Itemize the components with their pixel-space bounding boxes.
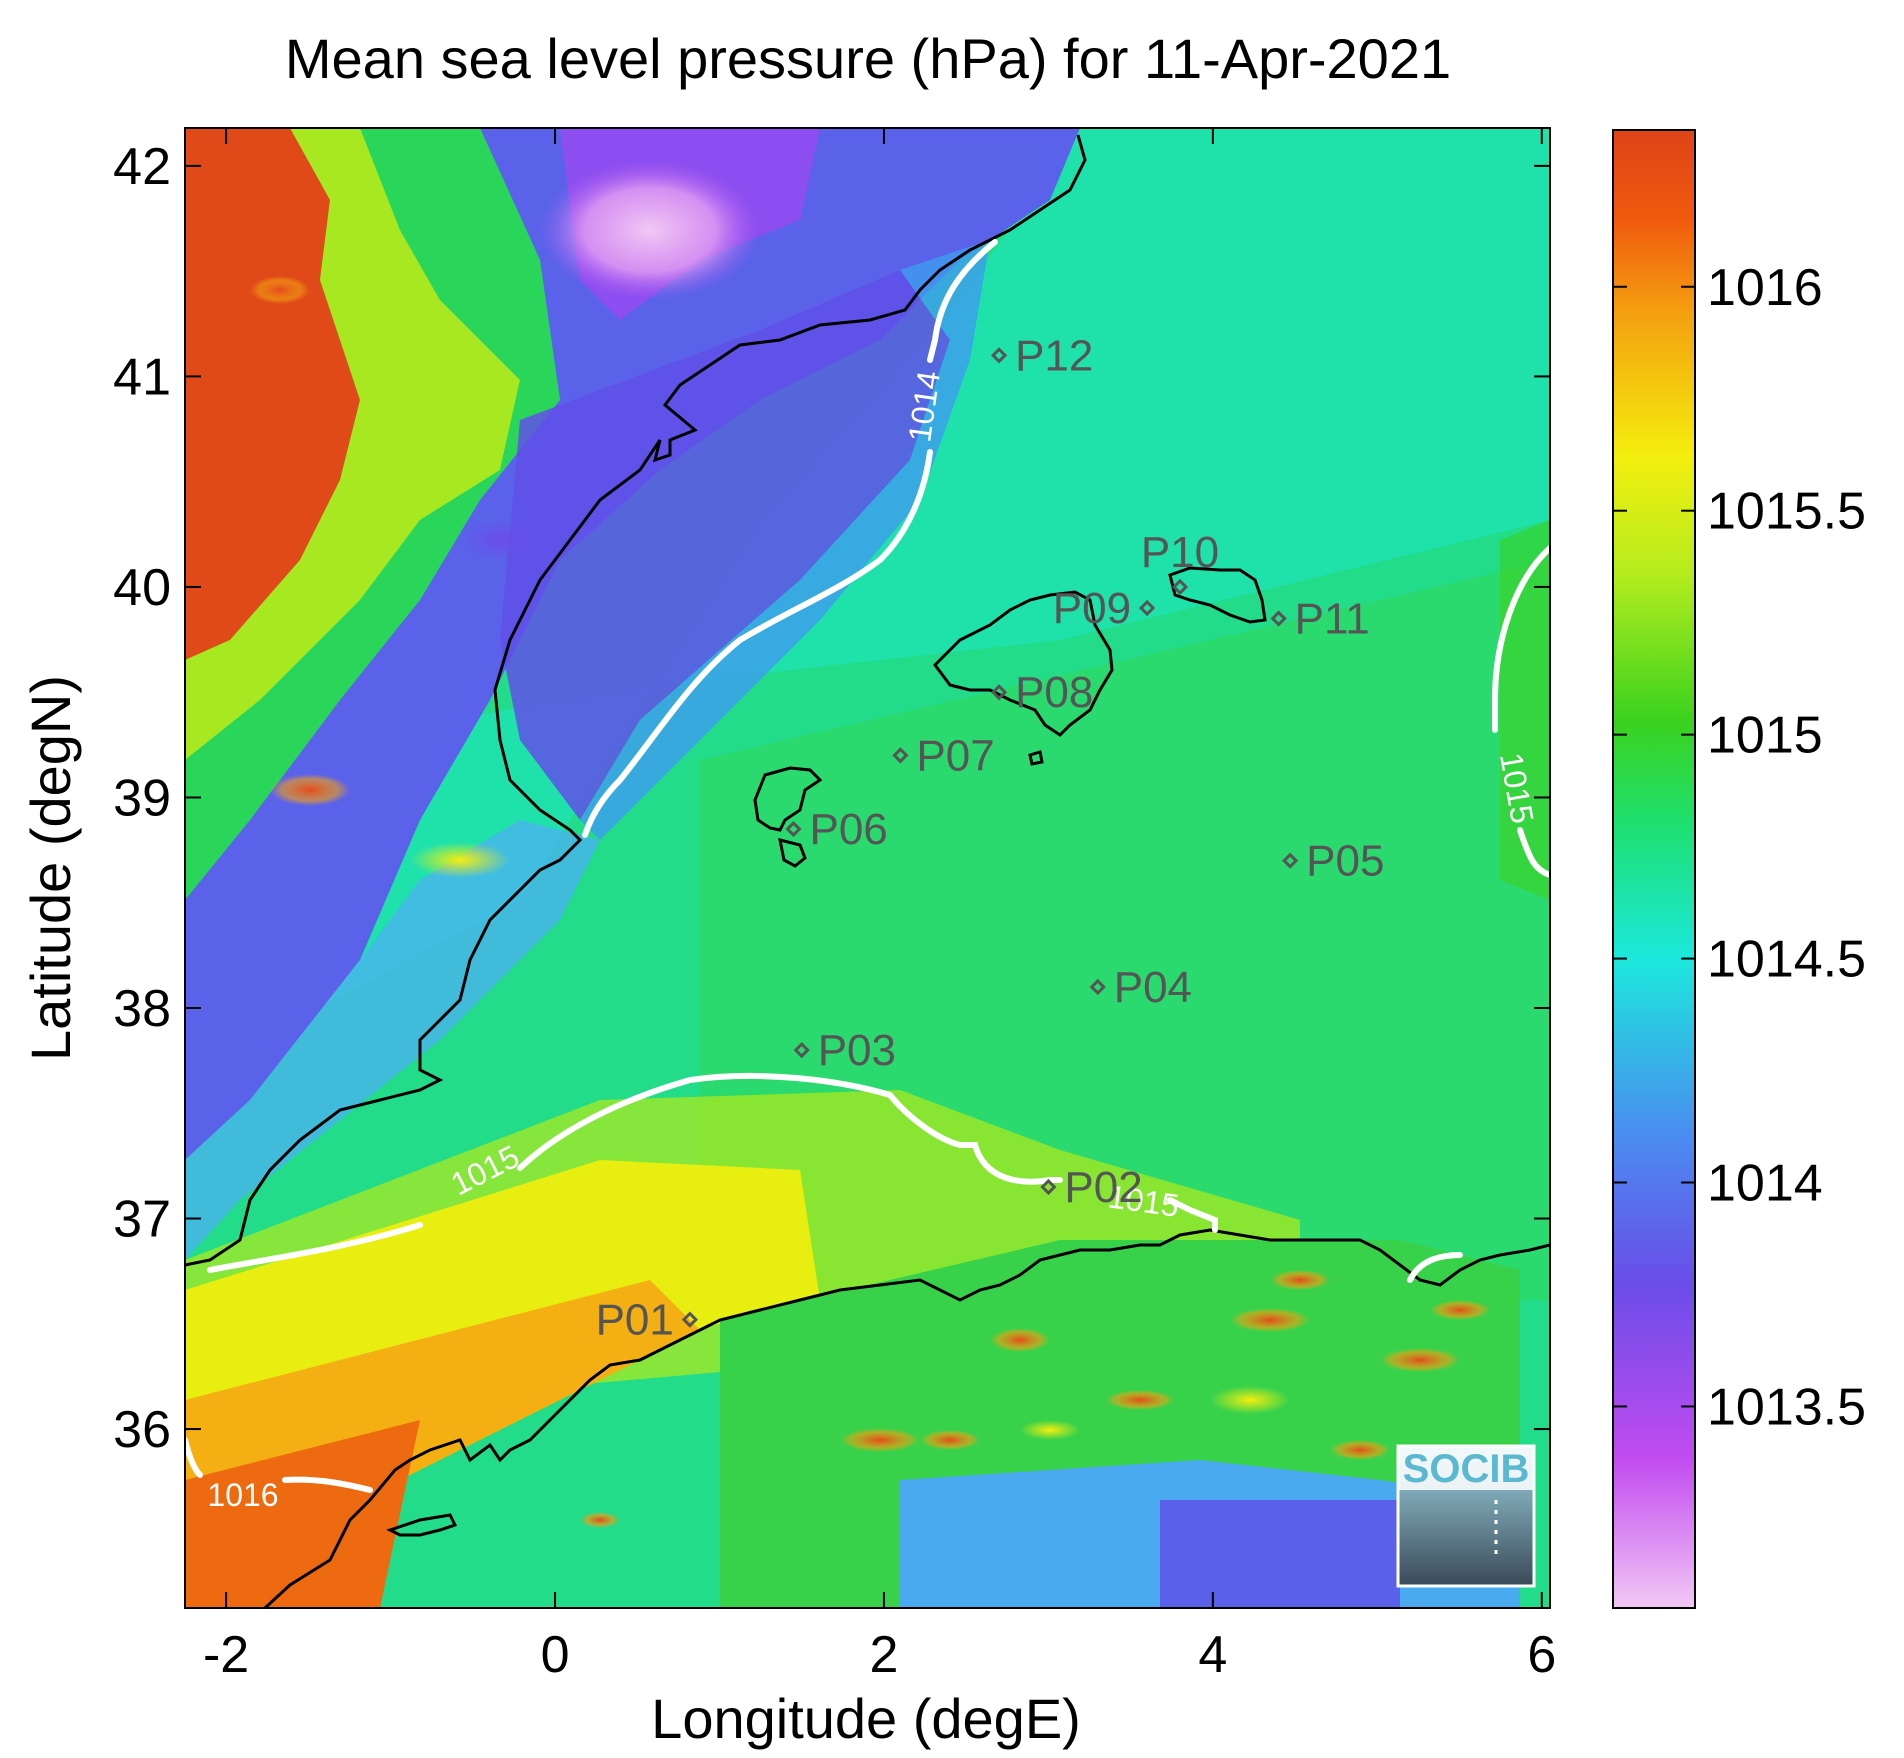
station-p07: P07 — [892, 731, 995, 780]
coastline-ibiza — [753, 766, 823, 832]
coastline-africa — [263, 1228, 1550, 1608]
contour-lines — [185, 239, 1550, 1493]
y-tick-label: 38 — [113, 980, 171, 1038]
y-tick-label: 36 — [113, 1401, 171, 1459]
colorbar-gradient — [1612, 129, 1696, 1609]
coastline-formentera — [778, 837, 807, 868]
colorbar-tick-label: 1013.5 — [1707, 1378, 1866, 1436]
station-marker-icon — [793, 1041, 810, 1059]
station-label: P08 — [1015, 668, 1093, 717]
station-marker-icon — [1282, 852, 1299, 869]
coastline-ceuta — [386, 1513, 458, 1537]
y-tick-label: 37 — [113, 1191, 171, 1249]
colorbar-tick-label: 1014.5 — [1707, 931, 1866, 989]
station-label: P11 — [1295, 595, 1370, 644]
station-label: P07 — [916, 731, 994, 780]
station-marker-icon — [1270, 610, 1287, 627]
coastline-cabrera — [1028, 750, 1044, 766]
station-p11: P11 — [1270, 595, 1370, 644]
pressure-field — [185, 128, 1550, 1608]
station-label: P10 — [1141, 528, 1219, 577]
socib-logo-text: SOCIB — [1403, 1447, 1530, 1491]
y-tick-label: 40 — [113, 559, 171, 617]
station-marker-icon — [892, 747, 909, 764]
station-label: P04 — [1114, 963, 1192, 1012]
station-p03: P03 — [793, 1026, 896, 1075]
y-axis: 36 37 38 39 40 41 42 — [113, 138, 1550, 1459]
colorbar-tick-label: 1014 — [1707, 1155, 1823, 1213]
y-axis-label: Latitude (degN) — [19, 675, 82, 1061]
station-p02: P02 — [1040, 1163, 1143, 1212]
station-marker-icon — [1089, 978, 1106, 996]
x-axis: -2 0 2 4 6 — [203, 128, 1556, 1684]
station-label: P12 — [1015, 331, 1093, 380]
station-p01: P01 — [596, 1296, 699, 1345]
colorbar-tick-label: 1015.5 — [1707, 483, 1866, 541]
colorbar-tick-label: 1016 — [1707, 259, 1823, 317]
coastline-spain — [185, 134, 1087, 1267]
coastlines — [185, 134, 1550, 1608]
contour-label-1016: 1016 — [207, 1477, 278, 1513]
station-p10: P10 — [1141, 528, 1219, 596]
colorbar: 1013.5 1014 1014.5 1015 1015.5 1016 — [1612, 129, 1866, 1609]
x-tick-label: 2 — [869, 1626, 898, 1684]
x-tick-label: 4 — [1198, 1626, 1227, 1684]
contour-1014 — [582, 239, 998, 838]
x-tick-label: 0 — [541, 1626, 570, 1684]
contour-1016 — [185, 1437, 373, 1493]
socib-logo: SOCIB — [1396, 1444, 1536, 1588]
station-p05: P05 — [1282, 837, 1384, 886]
station-p06: P06 — [785, 805, 888, 854]
plot-frame — [184, 127, 1551, 1609]
station-marker-icon — [681, 1311, 699, 1328]
y-tick-label: 41 — [113, 348, 171, 406]
contour-1015-east — [1492, 545, 1550, 878]
x-axis-label: Longitude (degE) — [651, 1687, 1081, 1750]
x-tick-label: -2 — [203, 1626, 249, 1684]
station-marker-icon — [1138, 599, 1156, 617]
colorbar-ticks: 1013.5 1014 1014.5 1015 1015.5 1016 — [1613, 259, 1866, 1436]
coastline-menorca — [1168, 566, 1267, 624]
chart-title: Mean sea level pressure (hPa) for 11-Apr… — [285, 27, 1451, 90]
station-p08: P08 — [990, 668, 1093, 717]
station-p09: P09 — [1053, 584, 1156, 633]
x-tick-label: 6 — [1527, 1626, 1556, 1684]
station-label: P03 — [818, 1026, 896, 1075]
contour-1015-se — [1407, 1252, 1463, 1283]
station-p04: P04 — [1089, 963, 1192, 1012]
contour-1015-south — [207, 1072, 1063, 1273]
coastline-mallorca — [933, 590, 1114, 737]
station-label: P06 — [809, 805, 887, 854]
y-tick-label: 42 — [113, 138, 171, 196]
station-label: P02 — [1064, 1163, 1142, 1212]
y-tick-label: 39 — [113, 769, 171, 827]
station-marker-icon — [990, 684, 1008, 701]
station-label: P09 — [1053, 584, 1131, 633]
station-label: P01 — [596, 1296, 674, 1345]
station-marker-icon — [785, 820, 802, 838]
contour-1015-mid — [1167, 1197, 1218, 1233]
station-marker-icon — [990, 347, 1008, 364]
station-marker-icon — [1040, 1178, 1057, 1196]
station-label: P05 — [1306, 837, 1384, 886]
colorbar-tick-label: 1015 — [1707, 707, 1823, 765]
station-p12: P12 — [990, 331, 1093, 380]
station-marker-icon — [1171, 578, 1189, 596]
